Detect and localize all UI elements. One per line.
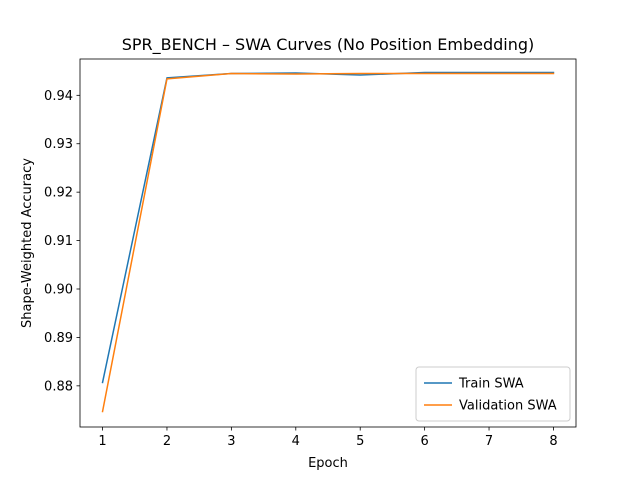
y-tick-label: 0.94 bbox=[44, 89, 73, 104]
y-axis: 0.88 0.89 0.90 0.91 0.92 0.93 0.94 bbox=[44, 89, 80, 394]
plot-frame bbox=[79, 58, 577, 428]
legend: Train SWA Validation SWA bbox=[415, 366, 571, 422]
x-axis-label: Epoch bbox=[308, 456, 348, 471]
legend-box bbox=[415, 366, 571, 422]
x-tick-label: 8 bbox=[549, 434, 557, 449]
x-tick-label: 7 bbox=[485, 434, 493, 449]
x-tick-label: 2 bbox=[163, 434, 171, 449]
series-layer bbox=[101, 71, 555, 413]
y-axis-label: Shape-Weighted Accuracy bbox=[20, 158, 35, 328]
plot-area bbox=[80, 59, 576, 427]
y-tick-label: 0.93 bbox=[44, 137, 73, 152]
series-line-validation-swa bbox=[101, 72, 555, 413]
x-tick-label: 4 bbox=[292, 434, 300, 449]
x-axis: 1 2 3 4 5 6 7 8 bbox=[98, 427, 558, 449]
y-tick-label: 0.91 bbox=[44, 234, 73, 249]
y-tick-label: 0.89 bbox=[44, 331, 73, 346]
legend-label: Train SWA bbox=[458, 377, 524, 392]
x-tick-label: 5 bbox=[356, 434, 364, 449]
y-tick-label: 0.90 bbox=[44, 283, 73, 298]
chart-title: SPR_BENCH – SWA Curves (No Position Embe… bbox=[122, 35, 535, 55]
x-tick-label: 3 bbox=[227, 434, 235, 449]
y-tick-label: 0.92 bbox=[44, 186, 73, 201]
x-tick-label: 6 bbox=[420, 434, 428, 449]
y-tick-label: 0.88 bbox=[44, 379, 73, 394]
legend-label: Validation SWA bbox=[459, 399, 557, 414]
x-tick-label: 1 bbox=[98, 434, 106, 449]
